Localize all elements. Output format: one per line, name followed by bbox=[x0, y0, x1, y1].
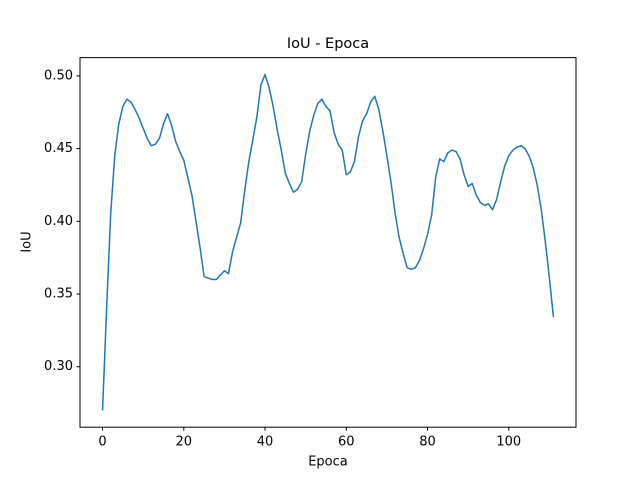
y-axis-label: IoU bbox=[20, 231, 35, 252]
x-tick-label: 80 bbox=[419, 435, 436, 450]
x-tick-label: 40 bbox=[257, 435, 274, 450]
y-tick-label: 0.30 bbox=[44, 359, 73, 374]
y-tick-label: 0.45 bbox=[44, 141, 73, 156]
x-tick-label: 100 bbox=[496, 435, 521, 450]
x-tick-label: 20 bbox=[176, 435, 193, 450]
y-tick-label: 0.40 bbox=[44, 214, 73, 229]
plot-frame bbox=[79, 57, 577, 428]
chart-title: IoU - Epoca bbox=[287, 36, 369, 52]
x-tick-label: 60 bbox=[338, 435, 355, 450]
data-line bbox=[101, 73, 555, 411]
x-tick-label: 0 bbox=[98, 435, 106, 450]
y-tick-label: 0.35 bbox=[44, 287, 73, 302]
x-axis-label: Epoca bbox=[308, 455, 348, 470]
y-tick-label: 0.50 bbox=[44, 68, 73, 83]
